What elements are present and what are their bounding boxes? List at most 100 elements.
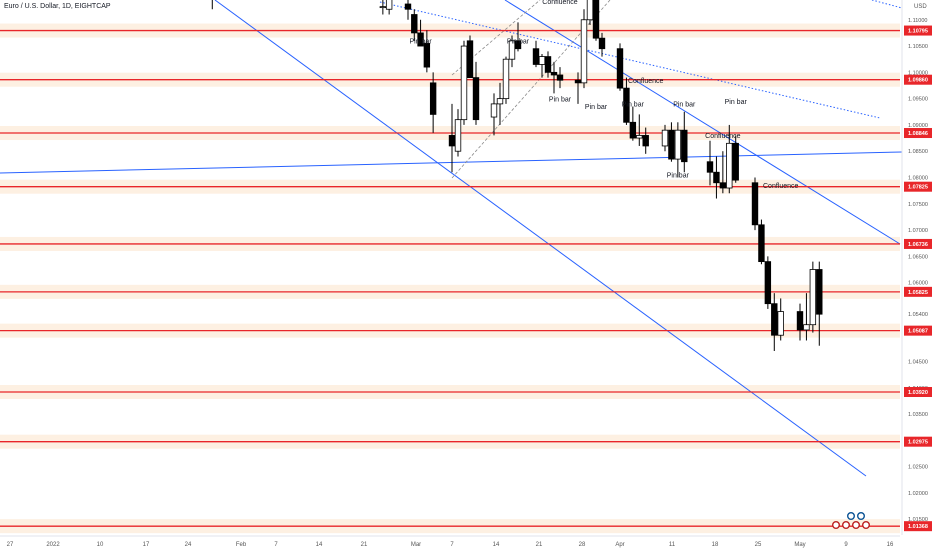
time-tick-label: 28: [579, 542, 586, 548]
time-tick-label: 7: [450, 542, 454, 548]
annotation-label: Confluence: [763, 183, 799, 190]
annotation-label: Pin bar: [585, 104, 608, 111]
annotation-label: Pin bar: [507, 38, 530, 45]
time-tick-label: 21: [361, 542, 368, 548]
candle-body: [803, 324, 810, 331]
time-tick-label: 7: [274, 542, 278, 548]
candle-body: [796, 311, 804, 331]
annotation-label: Confluence: [705, 133, 741, 140]
candle-body: [538, 56, 546, 65]
candle-body: [623, 87, 630, 123]
level-price-label: 1.08846: [908, 131, 928, 137]
price-tick-label: 1.07500: [908, 202, 928, 208]
price-tick-label: 1.08000: [908, 175, 928, 181]
candle-body: [580, 19, 588, 84]
price-tick-label: 1.05400: [908, 312, 928, 318]
candle-body: [668, 129, 675, 160]
candle-body: [764, 261, 772, 305]
candle-body: [448, 135, 456, 147]
time-tick-label: 11: [669, 542, 676, 548]
level-price-tag: [904, 436, 932, 447]
candle-body: [574, 79, 582, 84]
trend-line-horizontal: [0, 151, 903, 174]
level-price-tag: [904, 181, 932, 192]
level-price-tag: [904, 521, 932, 532]
time-axis: 27 2022 10 17 24 Feb 7 14 21 Mar 7 14 21 28 Apr 11 18 25 M…: [0, 512, 900, 548]
candle-body: [809, 269, 817, 326]
annotation-label: Pin bar: [409, 38, 432, 45]
time-tick-label: 10: [97, 542, 104, 548]
candle-body: [777, 311, 784, 336]
candle-body: [719, 182, 727, 189]
level-price-label: 1.02975: [908, 440, 928, 446]
time-tick-label: 25: [755, 542, 762, 548]
time-tick-label: 21: [536, 542, 543, 548]
level-price-label: 1.07825: [908, 185, 928, 191]
candle-body: [726, 142, 733, 189]
time-tick-label: 18: [712, 542, 719, 548]
candle-body: [496, 98, 504, 105]
candle-body: [550, 71, 558, 76]
annotation-label: Pin bar: [667, 172, 690, 179]
trend-line-dotted: [379, 1, 881, 119]
time-tick-label: 24: [185, 542, 192, 548]
level-price-tag: [904, 325, 932, 336]
price-tick-label: 1.03500: [908, 412, 928, 418]
time-tick-label: 17: [143, 542, 150, 548]
level-price-label: 1.09860: [908, 78, 928, 84]
annotation-label: Pin bar: [549, 96, 572, 103]
candle-body: [771, 303, 778, 336]
annotation-label: Pin bar: [725, 99, 748, 106]
price-tick-label: 1.09000: [908, 123, 928, 129]
candle-body: [544, 56, 552, 73]
level-price-label: 1.03920: [908, 390, 928, 396]
candle-body: [411, 14, 418, 34]
candle-body: [379, 6, 387, 9]
time-tick-label: 27: [7, 542, 14, 548]
event-flag-icon: [857, 512, 866, 521]
candle-body: [629, 121, 637, 139]
candle-body: [674, 129, 682, 160]
candle-body: [706, 161, 714, 173]
candle-body: [681, 129, 688, 163]
candle-body: [460, 45, 468, 121]
candle-body: [466, 40, 474, 79]
candle-body: [816, 269, 823, 315]
candle-body: [508, 40, 516, 60]
level-price-tag: [904, 128, 932, 139]
price-tick-label: 1.06000: [908, 281, 928, 287]
level-price-tag: [904, 286, 932, 297]
price-tick-label: 1.06500: [908, 254, 928, 260]
event-flag-icon: [832, 521, 841, 530]
price-tick-label: 1.11000: [908, 18, 927, 24]
annotations: Pin bar Pin bar Confluence Pin bar Pin bar Co…: [409, 0, 798, 190]
time-tick-label: 14: [493, 542, 500, 548]
level-price-tag: [904, 386, 932, 397]
price-tick-label: 1.07000: [908, 228, 928, 234]
price-tick-label: 1.02000: [908, 491, 928, 497]
candle-body: [454, 119, 462, 152]
event-flag-icon: [842, 521, 851, 530]
candle-body: [514, 40, 522, 50]
level-price-label: 1.05825: [908, 290, 928, 296]
candle-body: [751, 182, 759, 226]
candle-body: [592, 0, 600, 39]
level-price-tag: [904, 74, 932, 85]
candle-body: [758, 224, 765, 263]
candle-body: [598, 37, 606, 50]
price-tick-label: 1.09500: [908, 97, 928, 103]
candle-body: [417, 32, 424, 47]
time-tick-label: Apr: [615, 542, 624, 548]
trend-line-dotted-top: [871, 0, 903, 9]
candle-body: [732, 142, 739, 181]
time-tick-label: 9: [844, 542, 848, 548]
event-flag-icon: [852, 521, 861, 530]
time-tick-label: May: [794, 542, 805, 548]
price-axis: 1.11000 1.10500 1.10000 1.09500 1.09000 1.085…: [901, 0, 932, 535]
candles: [211, 0, 823, 351]
time-tick-label: 14: [316, 542, 323, 548]
price-tick-label: 1.04500: [908, 360, 928, 366]
annotation-label: Pin bar: [622, 102, 645, 109]
trend-line-upper: [504, 0, 901, 245]
